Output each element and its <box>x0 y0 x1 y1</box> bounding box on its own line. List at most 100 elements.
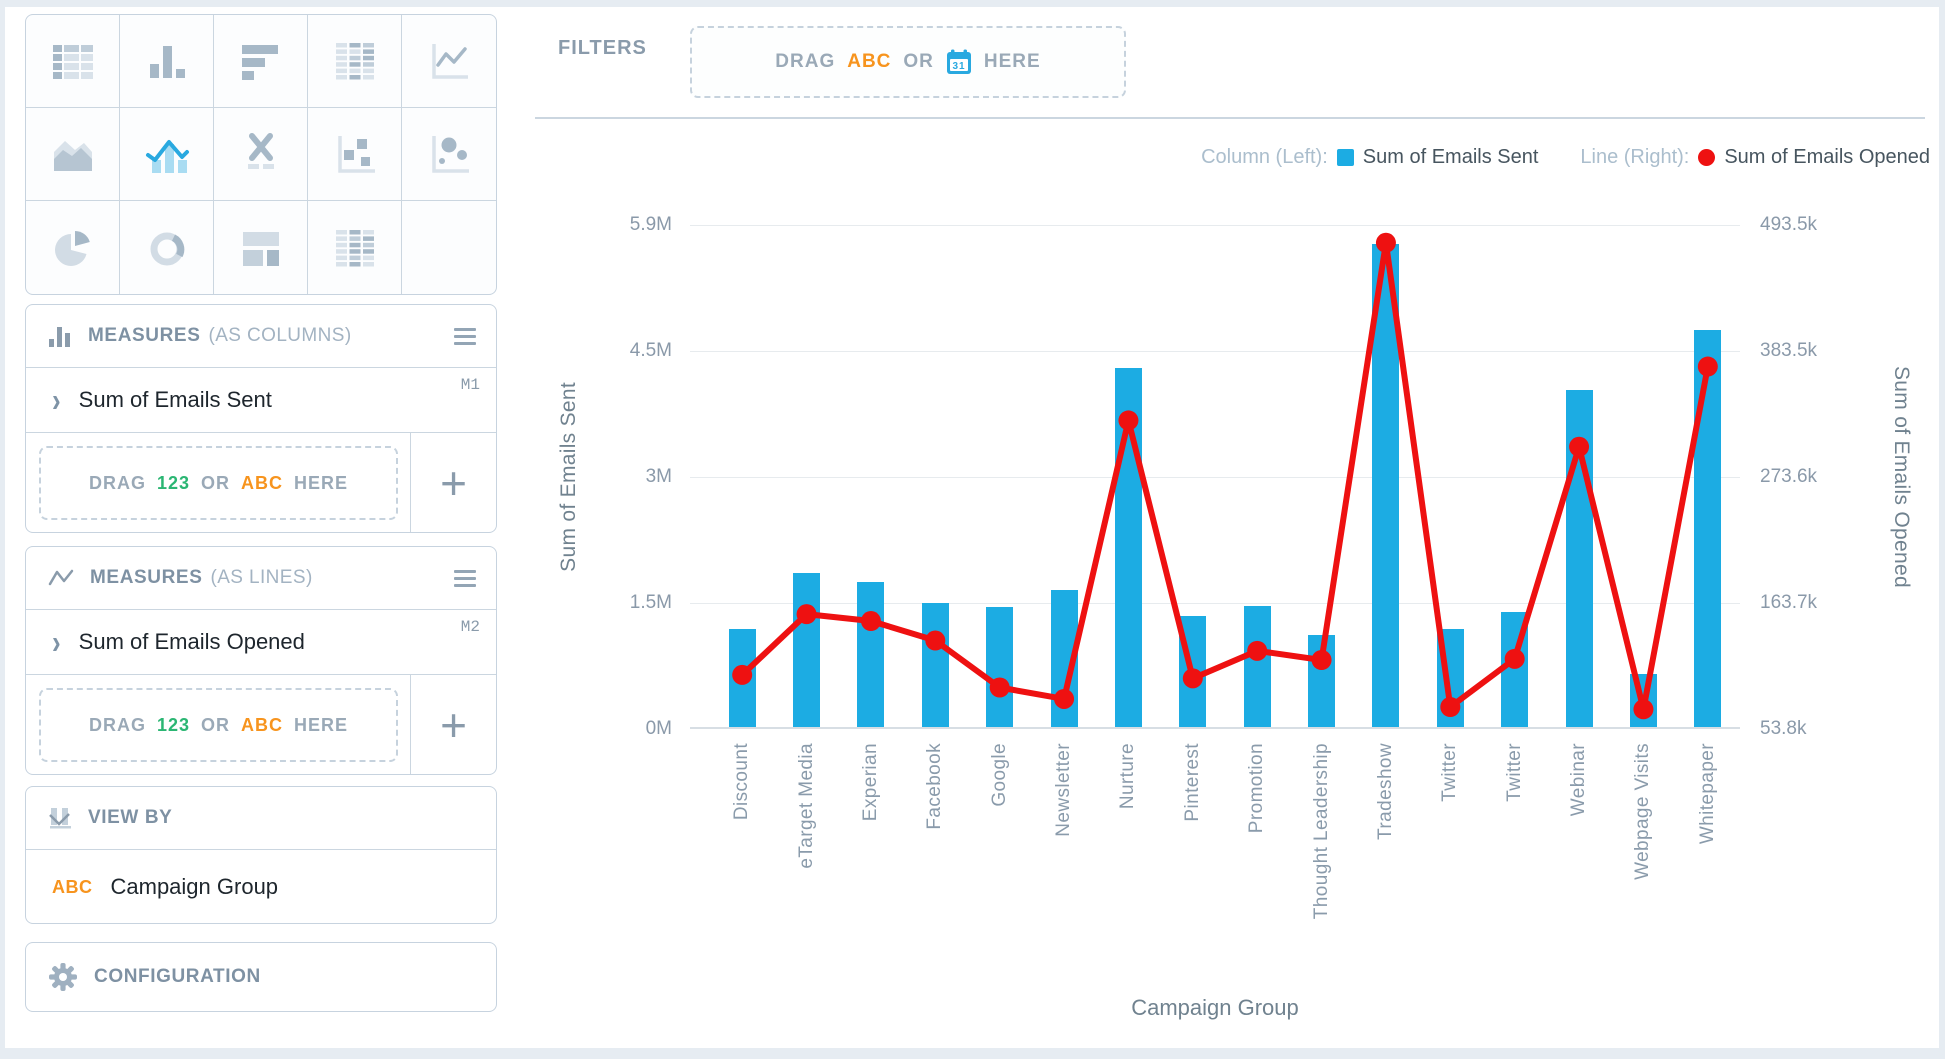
line-point-google[interactable] <box>989 677 1010 698</box>
donut-chart-icon <box>150 232 184 265</box>
legend-item-column[interactable]: Column (Left): Sum of Emails Sent <box>1201 146 1538 169</box>
svg-text:31: 31 <box>952 61 965 72</box>
line-point-tradeshow[interactable] <box>1375 232 1396 253</box>
x-axis-label: Newsletter <box>1053 743 1075 837</box>
scatter-plot-icon <box>337 136 375 173</box>
x-axis-label: Nurture <box>1117 743 1139 810</box>
chart-type-data-table[interactable] <box>26 15 120 108</box>
legend-item-line[interactable]: Line (Right): Sum of Emails Opened <box>1580 146 1930 169</box>
line-point-etarget-media[interactable] <box>796 604 817 625</box>
chart-legend: Column (Left): Sum of Emails Sent Line (… <box>690 146 1930 169</box>
chart-type-treemap[interactable] <box>214 201 308 294</box>
bar-series-layer <box>690 225 1740 727</box>
chevron-right-icon[interactable]: › <box>52 622 61 662</box>
bar-google[interactable] <box>986 607 1014 727</box>
line-point-discount[interactable] <box>732 664 753 685</box>
line-point-webpage-visits[interactable] <box>1633 699 1654 720</box>
add-measure-button[interactable]: + <box>410 675 496 774</box>
line-point-thought-leadership[interactable] <box>1311 649 1332 670</box>
gridline <box>690 351 1740 352</box>
bar-facebook[interactable] <box>921 603 949 727</box>
chart-type-pivot-table[interactable] <box>308 15 402 108</box>
pie-chart-icon <box>54 230 90 266</box>
filters-drop-zone[interactable]: DRAG ABC OR 31 HERE <box>690 26 1126 98</box>
window-edge-bottom <box>0 1048 1945 1059</box>
text-field-token: ABC <box>52 876 93 897</box>
panel-title: MEASURES <box>88 325 201 346</box>
x-axis-label: Promotion <box>1246 743 1268 834</box>
x-axis-label: eTarget Media <box>795 743 817 869</box>
x-axis-label: Twitter <box>1439 743 1461 802</box>
measure-drag-row: DRAG 123 OR ABC HERE + <box>26 675 496 774</box>
line-point-whitepaper[interactable] <box>1697 356 1718 377</box>
calendar-31-icon: 31 <box>946 49 971 74</box>
axis-tick-label: 273.6k <box>1760 466 1818 487</box>
numeric-field-token: 123 <box>156 472 191 493</box>
right-axis-title: Sum of Emails Opened <box>1890 366 1913 588</box>
chart-type-heat-table[interactable] <box>308 201 402 294</box>
drop-zone-text: DRAG <box>88 472 146 493</box>
bar-promotion[interactable] <box>1243 605 1271 727</box>
window-edge-top <box>0 0 1945 7</box>
bar-whitepaper[interactable] <box>1694 329 1722 727</box>
measure-row-emails-sent[interactable]: › Sum of Emails Sent M1 <box>26 368 496 433</box>
line-point-newsletter[interactable] <box>1054 688 1075 709</box>
measures-as-columns-panel: MEASURES (AS COLUMNS) › Sum of Emails Se… <box>25 304 497 533</box>
line-series-path <box>739 239 1711 713</box>
text-field-token: ABC <box>847 51 892 72</box>
line-point-twitter[interactable] <box>1504 648 1525 669</box>
line-point-twitter[interactable] <box>1440 696 1461 717</box>
line-point-nurture[interactable] <box>1118 410 1139 431</box>
legend-role-label: Column (Left): <box>1201 146 1328 168</box>
bubble-chart-icon <box>432 136 469 173</box>
x-axis-label: Google <box>988 743 1010 807</box>
bar-experian[interactable] <box>857 581 885 727</box>
chart-type-pie-chart[interactable] <box>26 201 120 294</box>
heat-table-icon <box>335 229 374 266</box>
measures-as-columns-header: MEASURES (AS COLUMNS) <box>26 305 496 368</box>
view-by-field-row[interactable]: ABC Campaign Group <box>26 850 496 923</box>
axis-tick-label: 163.7k <box>1760 592 1818 613</box>
line-chart-icon <box>432 44 468 79</box>
treemap-icon <box>242 231 279 266</box>
measure-badge: M2 <box>460 618 480 636</box>
menu-icon[interactable] <box>454 566 476 591</box>
bar-etarget-media[interactable] <box>793 573 821 727</box>
chart-type-horizontal-bar-chart[interactable] <box>214 15 308 108</box>
numeric-field-token: 123 <box>156 714 191 735</box>
drop-zone-text: HERE <box>983 51 1041 72</box>
chart-type-bubble-chart[interactable] <box>402 108 496 201</box>
line-point-facebook[interactable] <box>925 630 946 651</box>
legend-series-name: Sum of Emails Opened <box>1724 146 1930 168</box>
add-measure-button[interactable]: + <box>410 433 496 532</box>
chart-type-line-chart[interactable] <box>402 15 496 108</box>
legend-role-label: Line (Right): <box>1580 146 1690 168</box>
chart-type-donut-chart[interactable] <box>120 201 214 294</box>
measure-drop-zone[interactable]: DRAG 123 OR ABC HERE <box>39 446 398 520</box>
chart-type-area-chart[interactable] <box>26 108 120 201</box>
menu-icon[interactable] <box>454 324 476 349</box>
window-edge-left <box>0 0 5 1059</box>
line-point-promotion[interactable] <box>1247 640 1268 661</box>
panel-subtitle: (AS COLUMNS) <box>208 325 352 346</box>
chart-type-bar-line-combo[interactable] <box>120 108 214 201</box>
chart-type-column-chart[interactable] <box>120 15 214 108</box>
measure-drop-zone[interactable]: DRAG 123 OR ABC HERE <box>39 688 398 762</box>
line-point-webinar[interactable] <box>1569 436 1590 457</box>
measure-row-emails-opened[interactable]: › Sum of Emails Opened M2 <box>26 610 496 675</box>
drop-zone-text: DRAG <box>775 51 836 72</box>
axis-tick-label: 0M <box>645 718 672 739</box>
line-series-layer <box>732 232 1718 720</box>
chart-type-scatter-plot[interactable] <box>308 108 402 201</box>
line-point-pinterest[interactable] <box>1182 668 1203 689</box>
lines-measures-icon <box>48 569 74 586</box>
measures-as-lines-panel: MEASURES (AS LINES) › Sum of Emails Open… <box>25 546 497 775</box>
chart-type-x-y-axis[interactable] <box>214 108 308 201</box>
line-point-experian[interactable] <box>860 611 881 632</box>
configuration-title: CONFIGURATION <box>94 966 261 987</box>
x-y-axis-icon <box>247 133 274 169</box>
x-axis-label: Pinterest <box>1181 743 1203 822</box>
chevron-right-icon[interactable]: › <box>52 380 61 420</box>
configuration-panel[interactable]: CONFIGURATION <box>25 942 497 1012</box>
